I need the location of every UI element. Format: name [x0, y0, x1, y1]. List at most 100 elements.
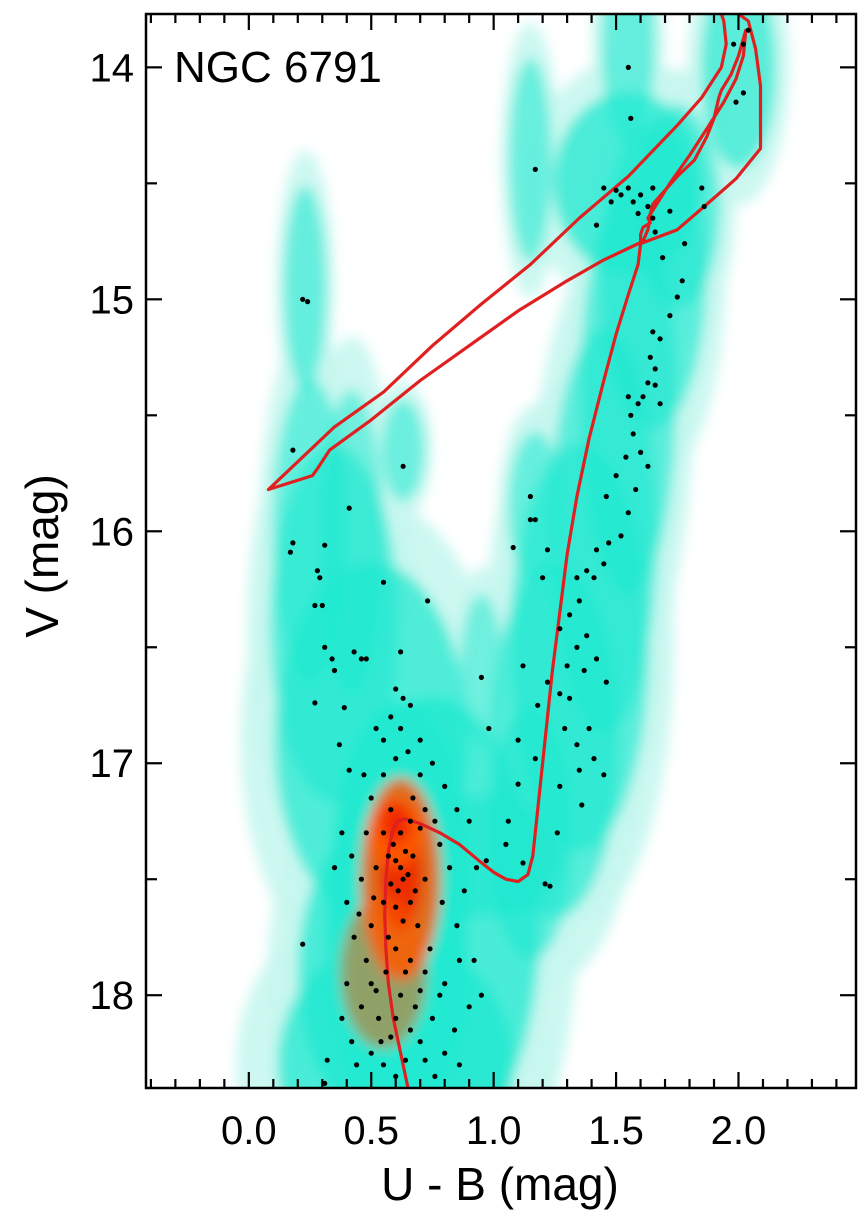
star-point [447, 865, 453, 871]
star-point [329, 656, 335, 662]
star-point [652, 366, 658, 372]
star-point [682, 241, 688, 247]
star-point [361, 772, 367, 778]
star-point [633, 486, 639, 493]
star-point [322, 542, 328, 548]
star-point [456, 957, 462, 964]
star-point [388, 714, 394, 720]
star-point [645, 463, 651, 469]
density-blob [283, 185, 327, 390]
star-point [380, 899, 387, 906]
star-point [380, 830, 387, 836]
star-point [483, 858, 489, 864]
star-point [731, 41, 737, 47]
star-point [586, 725, 592, 732]
star-point [383, 969, 389, 975]
star-point [312, 700, 318, 706]
star-point [385, 934, 391, 940]
star-point [349, 853, 355, 859]
star-point [373, 865, 379, 871]
star-point [417, 737, 423, 743]
star-point [618, 192, 624, 198]
star-point [532, 166, 538, 172]
star-point [461, 888, 467, 894]
star-point [601, 561, 607, 567]
star-point [395, 888, 401, 894]
star-point [368, 795, 374, 801]
star-point [398, 992, 404, 998]
star-point [287, 549, 293, 555]
star-point [652, 229, 658, 235]
star-point [701, 203, 707, 210]
star-point [380, 1062, 387, 1068]
star-point [319, 602, 325, 609]
star-points [287, 27, 751, 1086]
star-point [625, 185, 631, 191]
star-point [593, 222, 600, 228]
star-point [346, 505, 352, 511]
isochrone-line [266, 14, 748, 1088]
star-point [635, 401, 641, 407]
star-point [679, 278, 685, 284]
star-point [473, 865, 480, 871]
star-point [400, 695, 406, 701]
star-point [660, 255, 666, 261]
star-point [520, 663, 526, 669]
star-point [402, 848, 409, 855]
star-point [576, 598, 582, 604]
star-point [390, 841, 396, 848]
star-point [544, 547, 551, 553]
star-point [625, 64, 631, 70]
star-point [520, 860, 526, 866]
star-point [368, 923, 374, 929]
star-point [415, 923, 421, 929]
star-point [442, 1050, 448, 1056]
star-point [557, 691, 563, 697]
star-point [515, 781, 521, 787]
star-point [667, 313, 673, 319]
star-point [405, 749, 411, 755]
x-axis-label: U - B (mag) [381, 1158, 619, 1210]
star-point [344, 981, 350, 987]
star-point [564, 663, 570, 669]
star-point [422, 807, 428, 813]
star-point [454, 923, 460, 929]
star-point [510, 544, 516, 551]
star-point [417, 825, 423, 831]
star-point [417, 1039, 423, 1045]
star-point [393, 946, 399, 952]
star-point [322, 1080, 328, 1086]
star-point [346, 767, 352, 773]
star-point [613, 473, 619, 479]
star-point [439, 899, 445, 906]
star-point [422, 969, 428, 975]
star-point [645, 380, 651, 386]
star-point [432, 1073, 438, 1079]
star-point [584, 633, 590, 639]
star-point [557, 626, 563, 632]
star-point [579, 802, 585, 808]
star-point [344, 899, 350, 906]
y-tick-label: 18 [90, 974, 135, 1018]
star-point [618, 533, 624, 539]
star-point [628, 412, 634, 418]
plot-frame [144, 12, 858, 1090]
density-map [235, 14, 790, 1088]
star-point [657, 401, 663, 407]
star-point [593, 547, 600, 553]
star-point [574, 742, 580, 748]
star-point [652, 382, 658, 388]
star-point [300, 941, 306, 947]
y-tick-label: 14 [90, 46, 135, 90]
star-point [400, 463, 406, 469]
star-point [515, 737, 521, 743]
star-point [378, 1039, 384, 1045]
star-point [429, 1015, 435, 1022]
star-point [630, 431, 636, 437]
star-point [437, 841, 443, 848]
y-tick-label: 17 [90, 742, 135, 786]
star-point [407, 1027, 413, 1033]
star-point [527, 493, 534, 500]
star-point [625, 394, 631, 400]
star-point [584, 568, 590, 574]
